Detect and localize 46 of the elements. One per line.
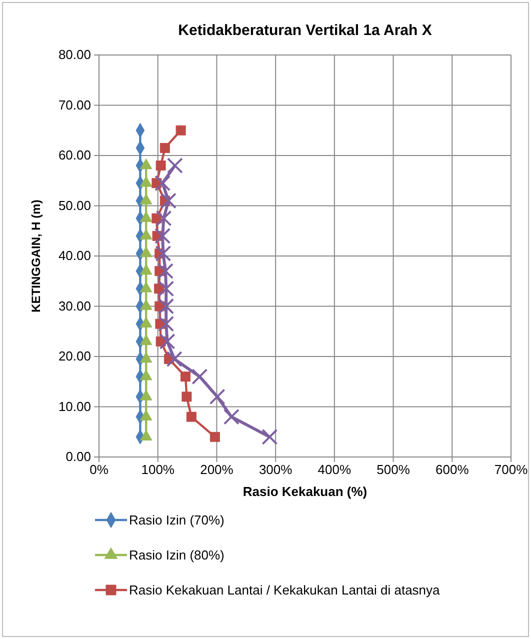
x-tick-label: 600% xyxy=(436,462,470,478)
y-tick-label: 10.00 xyxy=(58,398,91,414)
x-axis-title: Rasio Kekakuan (%) xyxy=(242,484,368,499)
y-axis-title: KETINGGAIN, H (m) xyxy=(29,200,43,312)
x-tick-label: 400% xyxy=(318,462,352,478)
y-tick-label: 70.00 xyxy=(58,97,91,112)
legend-label: Rasio Kekakuan Lantai / Kekakukan Lantai di atasnya xyxy=(129,582,441,598)
y-tick-label: 60.00 xyxy=(58,148,91,163)
legend-label: Rasio Izin (80%) xyxy=(129,548,224,562)
point xyxy=(159,333,176,350)
y-tick-label: 30.00 xyxy=(58,298,91,314)
y-tick-label: 0.00 xyxy=(66,449,91,464)
point xyxy=(158,316,174,332)
point xyxy=(166,158,183,174)
point xyxy=(186,412,196,422)
point xyxy=(158,298,174,314)
x-tick-label: 200% xyxy=(200,462,234,478)
x-tick-label: 0% xyxy=(90,462,109,478)
point xyxy=(262,428,278,445)
point xyxy=(155,245,172,262)
x-tick-label: 100% xyxy=(141,462,175,478)
point xyxy=(166,351,182,368)
y-tick-label: 40.00 xyxy=(58,248,91,264)
x-tick-label: 700% xyxy=(494,462,528,478)
point xyxy=(158,263,174,280)
point xyxy=(176,125,186,136)
chart-title: Ketidakberaturan Vertikal 1a Arah X xyxy=(178,22,432,39)
point xyxy=(192,368,208,385)
x-tick-label: 500% xyxy=(376,462,410,478)
y-tick-label: 50.00 xyxy=(58,198,91,213)
point xyxy=(210,432,220,442)
x-tick-label: 300% xyxy=(258,462,293,478)
point xyxy=(154,175,171,192)
point xyxy=(156,210,172,226)
y-tick-label: 20.00 xyxy=(58,348,91,364)
point xyxy=(160,142,170,153)
legend-label: Rasio Izin (70%) xyxy=(129,512,224,528)
point xyxy=(156,160,166,171)
point xyxy=(223,408,240,425)
point xyxy=(209,388,226,405)
y-tick-label: 80.00 xyxy=(58,47,91,62)
point xyxy=(182,392,192,402)
point xyxy=(160,192,176,209)
point xyxy=(154,228,171,244)
point xyxy=(158,280,174,297)
point xyxy=(180,372,191,382)
